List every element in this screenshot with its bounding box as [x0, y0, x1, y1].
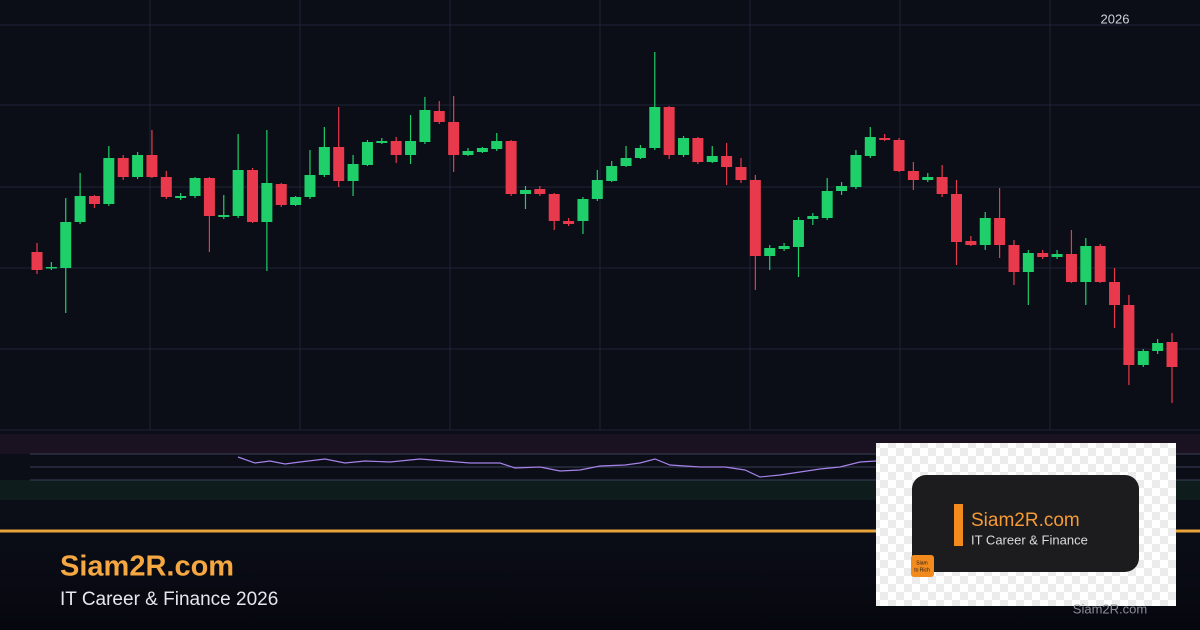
candle-body	[419, 110, 431, 142]
candle-body	[132, 155, 144, 177]
candle-body	[678, 138, 690, 155]
candle-body	[836, 186, 848, 191]
candle-body	[649, 107, 661, 148]
candle-body	[879, 138, 891, 140]
candle-body	[405, 141, 417, 155]
candle-body	[232, 170, 244, 216]
brand-title: Siam2R.com	[60, 551, 234, 583]
candle-body	[864, 137, 876, 156]
candle-body	[922, 177, 934, 180]
candle-body	[160, 177, 172, 197]
candle-body	[88, 196, 100, 204]
candle-body	[247, 170, 259, 222]
candle-body	[275, 184, 287, 205]
candle-body	[965, 241, 977, 245]
candle-body	[189, 178, 201, 196]
candle-body	[31, 252, 43, 270]
candle-body	[361, 142, 373, 165]
candle-body	[376, 141, 388, 143]
candle-body	[591, 180, 603, 199]
candle-body	[1037, 253, 1049, 257]
candle-body	[548, 194, 560, 221]
brand-subtitle: IT Career & Finance 2026	[60, 589, 278, 610]
candle-body	[893, 140, 905, 171]
candle-body	[749, 180, 761, 256]
candle-body	[620, 158, 632, 166]
candle-body	[821, 191, 833, 218]
candle-body	[1022, 253, 1034, 272]
candle-body	[1109, 282, 1121, 305]
candle-body	[1166, 342, 1178, 367]
candle-body	[1065, 254, 1077, 282]
footer-text: Siam2R.com	[1073, 601, 1147, 616]
candle-body	[1051, 254, 1063, 257]
candle-body	[175, 196, 187, 198]
candle-body	[692, 138, 704, 162]
candle-body	[721, 156, 733, 167]
candle-body	[577, 199, 589, 221]
candle-body	[45, 267, 57, 269]
candle-body	[117, 158, 129, 177]
candle-body	[218, 215, 230, 217]
candle-body	[606, 166, 618, 181]
candles	[31, 52, 1178, 403]
candle-body	[778, 246, 790, 249]
candle-body	[74, 196, 86, 222]
candle-body	[979, 218, 991, 245]
candle-body	[390, 141, 402, 155]
candle-body	[936, 177, 948, 194]
candle-body	[663, 107, 675, 155]
candle-body	[807, 216, 819, 219]
candle-body	[1008, 245, 1020, 272]
logo-subtitle: IT Career & Finance	[971, 532, 1088, 547]
logo-badge: to Rich	[914, 567, 930, 573]
candle-body	[907, 171, 919, 180]
candle-body	[563, 221, 575, 224]
candle-body	[60, 222, 72, 268]
candle-body	[950, 194, 962, 242]
candle-body	[333, 147, 345, 181]
logo-title: Siam2R.com	[971, 510, 1080, 531]
candle-body	[261, 183, 273, 222]
logo-badge: Siam	[916, 560, 927, 566]
candle-body	[491, 141, 503, 149]
candle-body	[304, 175, 316, 197]
candle-body	[994, 218, 1006, 245]
period-label: 2026	[1101, 11, 1130, 26]
candle-body	[448, 122, 460, 155]
candle-body	[318, 147, 330, 175]
candle-body	[792, 220, 804, 247]
logo-card: Siam2R.com IT Career & Finance Siam to R…	[876, 443, 1176, 606]
candle-body	[462, 151, 474, 155]
candle-body	[433, 111, 445, 122]
candle-body	[146, 155, 158, 177]
candle-body	[634, 148, 646, 158]
candle-body	[1080, 246, 1092, 282]
candle-body	[1123, 305, 1135, 365]
candle-body	[735, 167, 747, 180]
candle-body	[1094, 246, 1106, 282]
candle-body	[290, 197, 302, 205]
candle-body	[1137, 351, 1149, 365]
candle-body	[203, 178, 215, 216]
candle-body	[476, 148, 488, 152]
candle-body	[706, 156, 718, 162]
candle-body	[850, 155, 862, 187]
candle-body	[1152, 343, 1164, 351]
candle-body	[347, 164, 359, 181]
candle-body	[534, 189, 546, 194]
candle-body	[764, 248, 776, 256]
candle-body	[103, 158, 115, 204]
candle-body	[505, 141, 517, 194]
candle-body	[519, 190, 531, 194]
